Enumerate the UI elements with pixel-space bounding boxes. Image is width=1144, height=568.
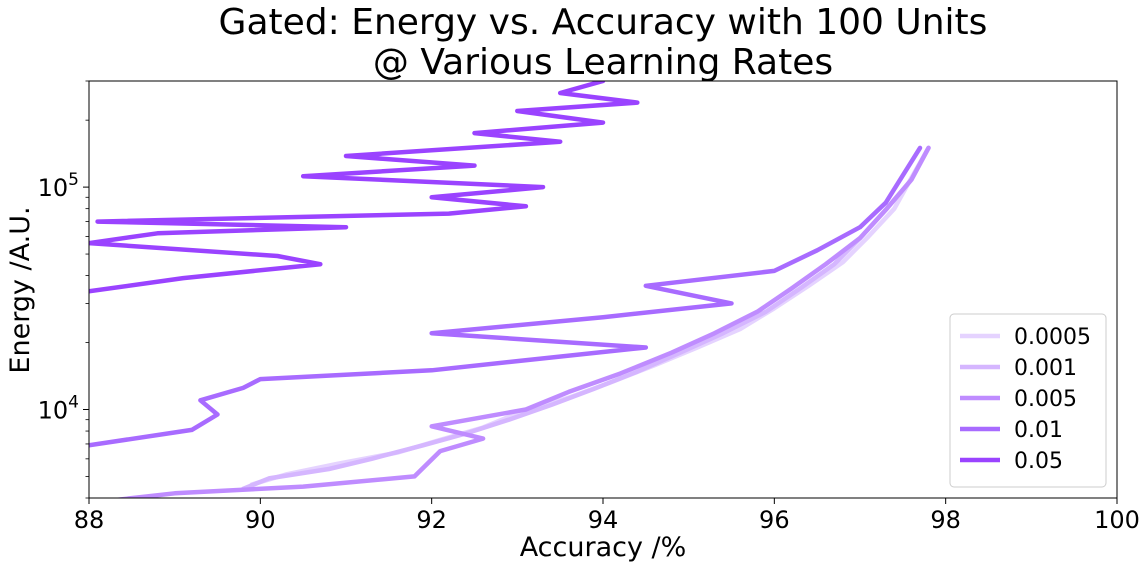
y-tick-base: 10 bbox=[38, 174, 69, 202]
legend-box bbox=[949, 313, 1107, 488]
x-tick-label: 94 bbox=[588, 506, 619, 534]
x-tick-label: 100 bbox=[1094, 506, 1140, 534]
x-tick-label: 96 bbox=[759, 506, 790, 534]
x-axis-label: Accuracy /% bbox=[520, 532, 687, 563]
legend-label: 0.001 bbox=[1014, 356, 1077, 381]
x-axis: 88 90 92 94 96 98 100 bbox=[74, 498, 1140, 534]
y-tick-exponent: 4 bbox=[68, 393, 79, 413]
y-tick-exponent: 5 bbox=[68, 170, 79, 190]
legend-label: 0.01 bbox=[1014, 418, 1063, 443]
x-tick-label: 92 bbox=[416, 506, 447, 534]
x-tick-label: 90 bbox=[245, 506, 276, 534]
legend-label: 0.005 bbox=[1014, 387, 1077, 412]
legend: 0.0005 0.001 0.005 0.01 0.05 bbox=[949, 313, 1107, 488]
chart-subtitle: @ Various Learning Rates bbox=[373, 42, 833, 83]
series-line-4 bbox=[89, 145, 923, 448]
chart-title: Gated: Energy vs. Accuracy with 100 Unit… bbox=[219, 2, 988, 43]
y-tick-base: 10 bbox=[38, 397, 69, 425]
y-axis-label: Energy /A.U. bbox=[5, 206, 36, 373]
x-tick-label: 98 bbox=[930, 506, 961, 534]
x-tick-label: 88 bbox=[74, 506, 105, 534]
legend-label: 0.0005 bbox=[1014, 325, 1091, 350]
series-layer bbox=[89, 81, 931, 498]
series-line-3 bbox=[113, 145, 931, 498]
series-line-5 bbox=[89, 81, 640, 294]
legend-label: 0.05 bbox=[1014, 449, 1063, 474]
y-tick-label: 104 bbox=[38, 393, 79, 425]
y-tick-label: 105 bbox=[38, 170, 79, 202]
